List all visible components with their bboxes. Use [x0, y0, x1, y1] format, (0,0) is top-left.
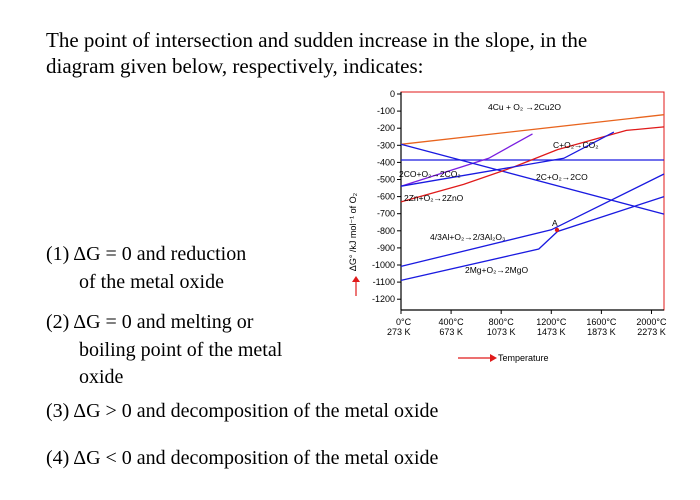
y-tick-label: -400 [377, 157, 395, 167]
series-label: 4Cu + O₂ →2Cu2O [488, 102, 561, 112]
y-tick-label: -600 [377, 192, 395, 202]
y-tick-label: -1100 [373, 277, 395, 287]
option-2-line-3[interactable]: oxide [79, 366, 124, 388]
series-label: C+O₂→CO₂ [553, 140, 599, 150]
y-axis-label: ΔG° /kJ mol⁻¹ of O₂ [348, 192, 358, 271]
option-3[interactable]: (3) ΔG > 0 and decomposition of the meta… [46, 400, 439, 422]
x-tick-label-kelvin: 673 K [439, 327, 463, 337]
x-tick-label-kelvin: 2273 K [637, 327, 666, 337]
y-tick-label: -700 [377, 209, 395, 219]
series-line-4 [400, 126, 665, 203]
y-tick-label: -1200 [372, 294, 395, 304]
series-line-7 [400, 131, 615, 187]
y-axis-arrow-head [352, 276, 360, 282]
x-tick-label-kelvin: 273 K [387, 327, 411, 337]
option-2-line-1[interactable]: (2) ΔG = 0 and melting or [46, 311, 254, 333]
x-tick-label-celsius: 400°C [439, 317, 465, 327]
annotation-a: A [552, 218, 558, 228]
question-line-2: diagram given below, respectively, indic… [46, 54, 424, 78]
x-axis-arrow-head [490, 354, 497, 362]
option-1-line-2[interactable]: of the metal oxide [79, 271, 224, 293]
question-line-1: The point of intersection and sudden inc… [46, 28, 588, 52]
x-tick-label-kelvin: 1073 K [487, 327, 516, 337]
option-1-line-1[interactable]: (1) ΔG = 0 and reduction [46, 243, 247, 265]
x-tick-label-celsius: 2000°C [636, 317, 667, 327]
y-tick-label: -300 [377, 140, 395, 150]
series-line-5 [400, 173, 665, 268]
series-label: 2C+O₂→2CO [536, 172, 588, 182]
option-2-line-2[interactable]: boiling point of the metal [79, 339, 283, 361]
series-line-6 [400, 195, 665, 282]
question-text: The point of intersection and sudden inc… [46, 27, 676, 79]
x-tick-label-celsius: 1600°C [586, 317, 617, 327]
series-line-3 [400, 143, 665, 215]
series-label: 2CO+O₂→2CO₂ [399, 169, 461, 179]
x-tick-label-celsius: 0°C [396, 317, 412, 327]
option-4[interactable]: (4) ΔG < 0 and decomposition of the meta… [46, 447, 439, 469]
series-label: 2Zn+O₂→2ZnO [404, 193, 464, 203]
x-axis-label: Temperature [498, 353, 549, 363]
y-tick-label: -200 [377, 123, 395, 133]
series-line-2 [400, 133, 533, 187]
x-tick-label-kelvin: 1873 K [587, 327, 616, 337]
y-tick-label: 0 [390, 89, 395, 99]
y-tick-label: -100 [377, 106, 395, 116]
intersection-point [554, 227, 560, 233]
y-tick-label: -1000 [372, 260, 395, 270]
y-tick-label: -900 [377, 243, 395, 253]
series-line-0 [400, 114, 665, 145]
x-tick-label-kelvin: 1473 K [537, 327, 566, 337]
series-label: 2Mg+O₂→2MgO [465, 265, 528, 275]
x-tick-label-celsius: 800°C [489, 317, 515, 327]
y-tick-label: -800 [377, 226, 395, 236]
x-tick-label-celsius: 1200°C [536, 317, 567, 327]
y-tick-label: -500 [377, 175, 395, 185]
series-label: 4/3Al+O₂→2/3Al₂O₃ [430, 232, 506, 242]
